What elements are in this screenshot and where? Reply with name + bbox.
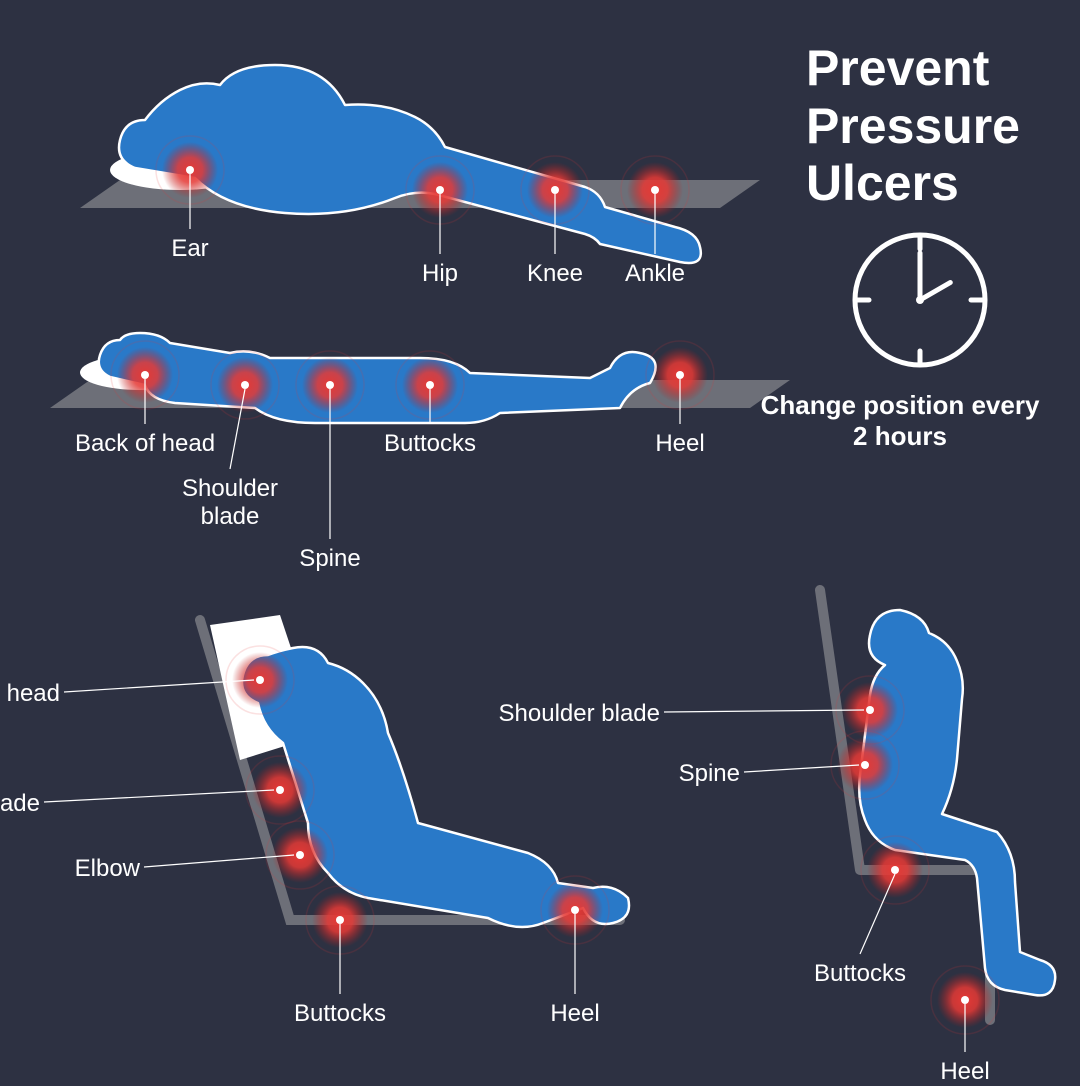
hotspot-label: Buttocks xyxy=(384,430,476,458)
hotspot-label: Hip xyxy=(422,260,458,288)
title: PreventPressureUlcers xyxy=(806,40,1020,213)
hotspot-label: Shoulder blade xyxy=(499,700,660,728)
hotspot-label: Buttocks xyxy=(814,960,906,988)
subtitle: Change position every 2 hours xyxy=(760,390,1040,452)
position-sitting xyxy=(820,590,1055,1020)
hotspot-label: Heel xyxy=(550,1000,599,1028)
hotspot-label: Shoulderblade xyxy=(182,475,278,531)
hotspot-label: Spine xyxy=(299,545,360,573)
hotspot-label: Ankle xyxy=(625,260,685,288)
hotspot-label: Shoulder blade xyxy=(0,790,40,818)
hotspot-label: Back of head xyxy=(0,680,60,708)
hotspot-label: Back of head xyxy=(75,430,215,458)
hotspot-label: Heel xyxy=(940,1058,989,1086)
hotspot-label: Elbow xyxy=(75,855,140,883)
hotspot-label: Buttocks xyxy=(294,1000,386,1028)
hotspot-label: Heel xyxy=(655,430,704,458)
hotspot-label: Spine xyxy=(679,760,740,788)
hotspot-label: Ear xyxy=(171,235,208,263)
hotspot-label: Knee xyxy=(527,260,583,288)
